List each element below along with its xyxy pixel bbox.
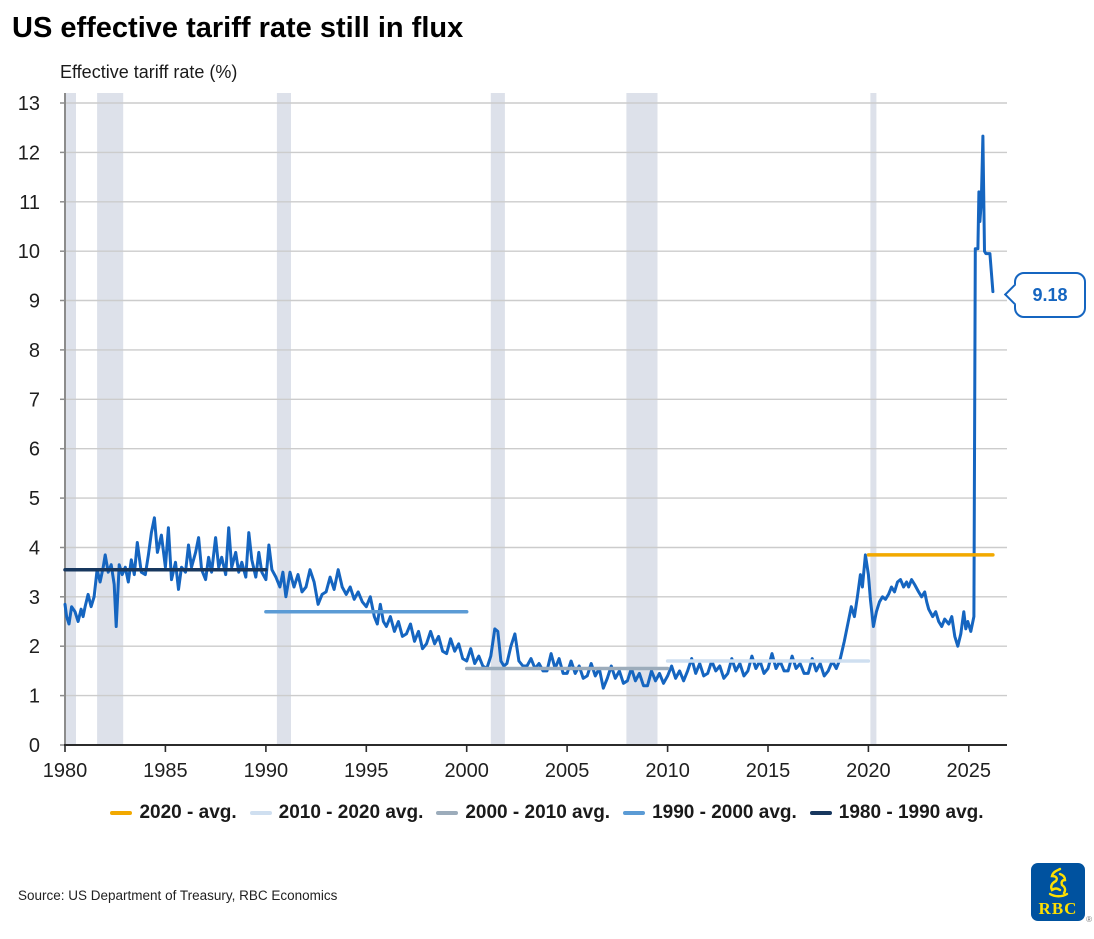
y-axis-label: Effective tariff rate (%) bbox=[60, 62, 238, 82]
value-callout: 9.18 bbox=[1003, 272, 1086, 318]
legend-swatch-2000-2010-avg bbox=[436, 811, 459, 815]
legend-swatch-1990-2000-avg bbox=[623, 811, 646, 815]
y-tick-label: 7 bbox=[29, 389, 40, 411]
legend-swatch-2020-avg bbox=[110, 811, 133, 815]
x-tick-label: 1990 bbox=[244, 760, 289, 782]
x-tick-label: 2000 bbox=[444, 760, 489, 782]
recession-band bbox=[65, 93, 76, 745]
x-tick-label: 2025 bbox=[947, 760, 992, 782]
callout-value: 9.18 bbox=[1032, 284, 1068, 305]
y-tick-label: 2 bbox=[29, 636, 40, 658]
y-tick-label: 12 bbox=[18, 142, 40, 164]
y-tick-label: 8 bbox=[29, 340, 40, 362]
legend-item-2000-2010-avg: 2000 - 2010 avg. bbox=[436, 802, 610, 824]
rbc-logo-image: RBC bbox=[1031, 863, 1085, 921]
x-tick-label: 2015 bbox=[746, 760, 791, 782]
rbc-logo: RBC ® bbox=[1030, 862, 1092, 928]
x-tick-label: 2020 bbox=[846, 760, 891, 782]
legend-item-1990-2000-avg: 1990 - 2000 avg. bbox=[623, 802, 797, 824]
registered-trademark: ® bbox=[1086, 915, 1092, 924]
x-tick-label: 2010 bbox=[645, 760, 690, 782]
y-tick-label: 6 bbox=[29, 439, 40, 461]
chart-legend: 2020 - avg. 2010 - 2020 avg. 2000 - 2010… bbox=[0, 797, 1094, 829]
y-tick-label: 13 bbox=[18, 93, 40, 115]
legend-item-2010-2020-avg: 2010 - 2020 avg. bbox=[249, 802, 423, 824]
y-tick-label: 9 bbox=[29, 291, 40, 313]
y-tick-label: 10 bbox=[18, 241, 40, 263]
chart-title: US effective tariff rate still in flux bbox=[12, 12, 464, 44]
x-tick-label: 2005 bbox=[545, 760, 590, 782]
rbc-logo-text: RBC bbox=[1039, 899, 1078, 918]
x-tick-label: 1995 bbox=[344, 760, 389, 782]
x-tick-label: 1980 bbox=[43, 760, 88, 782]
recession-band bbox=[276, 93, 291, 745]
recession-band bbox=[97, 93, 124, 745]
source-note: Source: US Department of Treasury, RBC E… bbox=[18, 888, 338, 903]
legend-swatch-1980-1990-avg bbox=[809, 811, 832, 815]
rbc-lion-icon bbox=[1048, 867, 1069, 898]
y-tick-label: 0 bbox=[29, 735, 40, 757]
legend-item-2020-avg: 2020 - avg. bbox=[110, 802, 237, 824]
recession-band bbox=[870, 93, 877, 745]
y-tick-label: 11 bbox=[19, 192, 40, 214]
x-tick-label: 1985 bbox=[143, 760, 188, 782]
legend-swatch-2010-2020-avg bbox=[249, 811, 272, 815]
recession-band bbox=[490, 93, 505, 745]
y-tick-label: 5 bbox=[29, 488, 40, 510]
recession-band bbox=[626, 93, 658, 745]
y-tick-label: 4 bbox=[29, 538, 40, 560]
y-tick-label: 1 bbox=[29, 686, 40, 708]
legend-item-1980-1990-avg: 1980 - 1990 avg. bbox=[809, 802, 984, 824]
y-tick-label: 3 bbox=[29, 587, 40, 609]
tariff-rate-line bbox=[63, 134, 995, 690]
